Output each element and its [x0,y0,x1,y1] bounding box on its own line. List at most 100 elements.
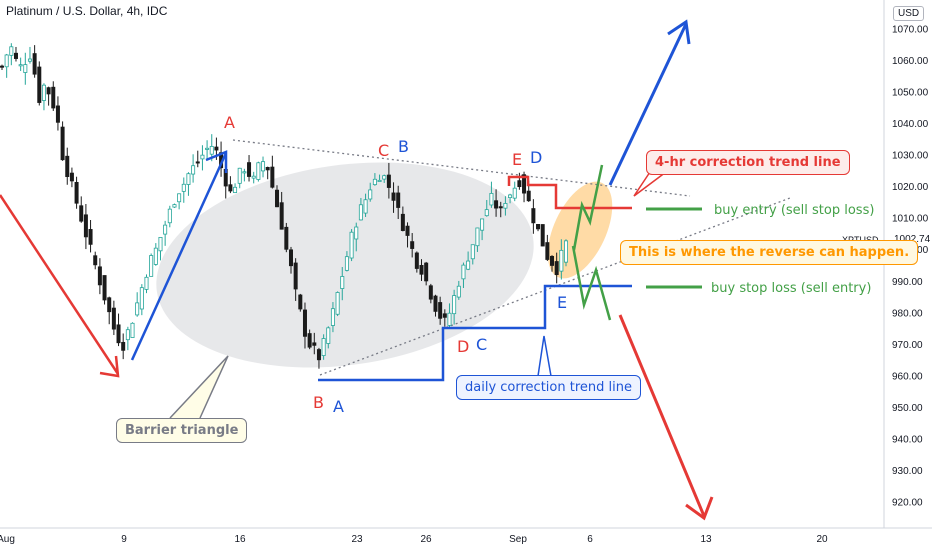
candle-body [354,226,359,240]
candle-body [149,255,154,277]
candle-body [191,165,196,175]
green-zigzag-lower [571,245,612,321]
buy-stop-loss-callout: buy stop loss (sell entry) [711,281,872,296]
wave-labels: A C B E D B A D C E [224,113,567,416]
candle-body [326,327,331,344]
candle-body [111,307,116,330]
candle-body [405,225,410,236]
candle-body [428,285,433,300]
candle-body [321,338,326,356]
candle-body [480,218,485,231]
price-tick-3: 1040.00 [892,119,929,130]
candle-body [410,241,415,249]
candle-body [125,329,130,341]
candle-body [424,262,429,282]
price-tick-11: 960.00 [892,371,923,382]
candle-body [545,242,550,260]
candle-body [247,162,252,177]
candle-body [135,302,140,316]
blue-breakout-arrowhead [667,19,691,45]
candle-body [107,297,112,313]
candle-body [414,252,419,269]
candle-body [144,276,149,290]
candle-body [270,166,275,188]
price-tick-14: 930.00 [892,466,923,477]
red-wave-down-1-arrowhead [99,355,120,378]
candle-body [181,183,186,192]
time-axis[interactable]: Aug 9 16 23 26 Sep 6 13 20 [0,534,828,545]
red-wave-down-1 [0,194,120,375]
wave-label-a-blue: A [333,397,344,416]
candle-body [88,229,93,245]
candle-body [484,209,489,217]
wave-label-a-red: A [224,113,235,132]
candle-body [382,175,387,180]
candle-body [330,308,335,326]
time-tick-1: 9 [121,534,127,545]
four-hr-correction-step-line [507,175,632,210]
candle-body [531,208,536,224]
wave-label-b-red: B [313,393,324,412]
blue-wave-up-1 [130,152,228,361]
wave-label-c-red: C [378,141,389,160]
four-hr-callout-pointer [633,171,667,197]
candle-body [177,193,182,203]
candle-body [442,313,447,318]
daily-callout: daily correction trend line [456,375,641,400]
candle-body [340,276,345,289]
wave-label-e-red: E [512,150,522,169]
candle-body [312,342,317,346]
candle-body [0,65,4,68]
candle-body [195,161,200,164]
price-tick-9: 980.00 [892,308,923,319]
candle-body [93,255,98,266]
chart-title: Platinum / U.S. Dollar, 4h, IDC [6,4,168,18]
red-breakdown-arrow [618,314,706,517]
candle-body [167,208,172,224]
candle-body [452,295,457,315]
candle-body [447,312,452,326]
candle-body [372,178,377,186]
candle-body [32,53,37,75]
candle-body [307,333,312,348]
candle-body [396,192,401,208]
time-tick-6: 6 [587,534,593,545]
candle-body [228,184,233,192]
candle-body [564,240,569,263]
candle-body [13,52,18,59]
candle-body [386,174,391,188]
candle-body [279,202,284,230]
candle-body [288,249,293,267]
time-tick-0: Aug [0,534,15,545]
candle-body [74,181,79,204]
candle-body [275,189,280,208]
candle-body [79,205,84,222]
candle-body [508,194,513,199]
currency-button[interactable]: USD [893,6,925,21]
candle-body [540,224,545,247]
wave-label-c-blue: C [476,335,487,354]
candle-body [139,287,144,310]
candle-body [4,54,9,68]
candle-body [256,162,261,180]
candle-body [456,285,461,298]
candle-body [65,155,70,178]
daily-correction-step-line [318,284,632,382]
candle-body [23,64,28,73]
candle-body [419,265,424,275]
candle-body [498,206,503,209]
upper-triangle-dotted-line [232,139,691,197]
candle-body [9,46,14,56]
price-axis[interactable]: 1070.00 1060.00 1050.00 1040.00 1030.00 1020.… [892,25,929,509]
candle-body [438,302,443,319]
candle-body [494,200,499,209]
price-tick-12: 950.00 [892,403,923,414]
price-tick-10: 970.00 [892,340,923,351]
candle-body [55,105,60,123]
candle-body [503,203,508,209]
candle-body [237,167,242,184]
price-tick-0: 1070.00 [892,25,929,36]
barrier-callout-pointer [169,355,229,419]
candle-body [358,204,363,221]
